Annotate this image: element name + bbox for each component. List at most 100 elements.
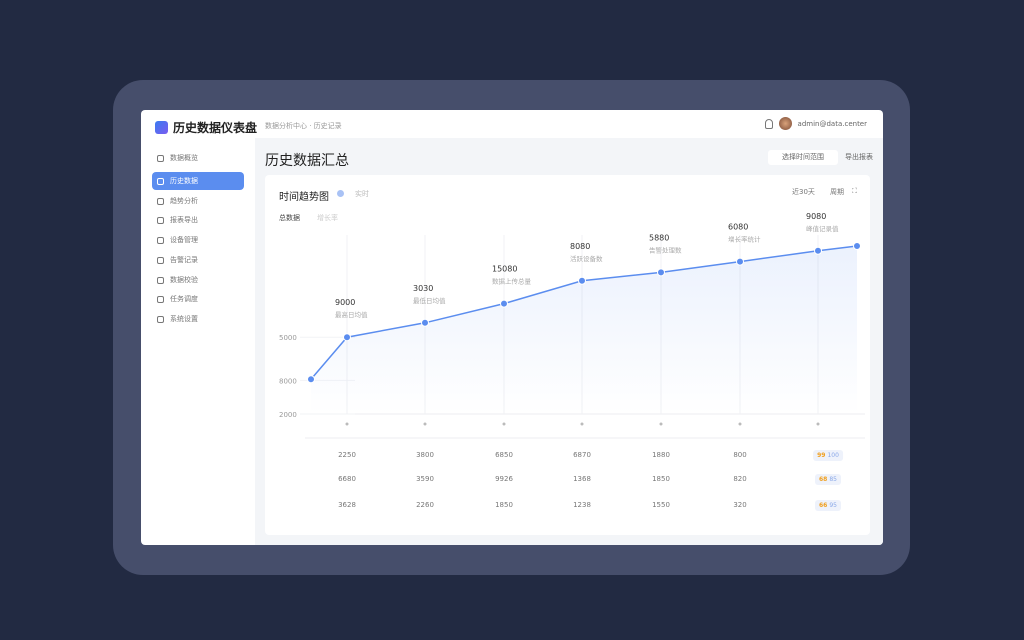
status-dot-icon <box>337 190 344 197</box>
sidebar-item-label: 报表导出 <box>170 216 198 224</box>
table-cell: 1850 <box>495 501 513 509</box>
user-name[interactable]: admin@data.center <box>797 119 867 128</box>
annotation-value: 9000 <box>335 298 355 307</box>
menu-icon <box>157 276 164 284</box>
period-select[interactable]: 近30天 <box>792 188 815 196</box>
badge-secondary: 100 <box>827 452 839 459</box>
data-point[interactable] <box>343 333 351 342</box>
data-point[interactable] <box>500 299 508 308</box>
x-tick-dot <box>580 422 584 426</box>
sidebar-item[interactable]: 数据概览 <box>152 149 244 167</box>
badge-value: 66 <box>819 502 828 509</box>
data-point[interactable] <box>657 268 665 277</box>
cycle-button[interactable]: 周期 <box>830 188 844 196</box>
menu-icon <box>157 236 164 244</box>
sidebar-item[interactable]: 历史数据 <box>152 172 244 190</box>
sidebar-item-label: 设备管理 <box>170 236 198 244</box>
table-cell: 6850 <box>495 451 513 459</box>
table-cell: 1850 <box>652 475 670 483</box>
data-point[interactable] <box>736 257 744 266</box>
main-area: 历史数据汇总 选择时间范围 导出报表 时间趋势图 实时 总数据 增长率 近30天… <box>255 138 883 545</box>
tab-total[interactable]: 总数据 <box>279 214 300 222</box>
status-badge[interactable]: 68 85 <box>815 474 841 485</box>
app-logo: 历史数据仪表盘 <box>155 119 257 136</box>
logo-icon <box>155 121 168 134</box>
annotation-value: 15080 <box>492 265 517 274</box>
date-range-button[interactable]: 选择时间范围 <box>768 150 838 165</box>
avatar[interactable] <box>778 117 792 130</box>
sidebar-item[interactable]: 任务调度 <box>152 290 244 308</box>
table-cell: 3590 <box>416 475 434 483</box>
y-tick-label: 2000 <box>279 411 297 419</box>
badge-value: 99 <box>817 452 826 459</box>
table-cell: 1238 <box>573 501 591 509</box>
y-tick-label: 8000 <box>279 377 297 385</box>
annotation-note: 数据上传总量 <box>492 277 532 286</box>
y-tick-label: 5000 <box>279 334 297 342</box>
annotation-note: 最低日均值 <box>413 296 446 305</box>
x-tick-dot <box>738 422 742 426</box>
menu-icon <box>157 315 164 323</box>
badge-value: 68 <box>819 476 828 483</box>
table-cell: 6870 <box>573 451 591 459</box>
table-cell: 2250 <box>338 451 356 459</box>
table-cell: 2260 <box>416 501 434 509</box>
line-chart: 2000 8000 5000 9000 最高日均值 3030 最低日均值 15080 数据上传总… <box>279 212 865 439</box>
sidebar-item-label: 数据概览 <box>170 154 198 162</box>
sidebar-item[interactable]: 系统设置 <box>152 310 244 328</box>
annotation-value: 9080 <box>806 212 826 221</box>
annotation-note: 告警处理数 <box>649 245 682 254</box>
data-point[interactable] <box>421 318 429 327</box>
sidebar-item-label: 任务调度 <box>170 295 198 303</box>
chart-card: 时间趋势图 实时 总数据 增长率 近30天 周期 ⛶ 2000 8000 5000 9… <box>265 175 870 535</box>
status-badge[interactable]: 66 95 <box>815 500 841 511</box>
fullscreen-icon[interactable]: ⛶ <box>852 187 857 195</box>
sidebar: 数据概览历史数据趋势分析报表导出设备管理告警记录数据校验任务调度系统设置 <box>141 138 255 545</box>
sidebar-item[interactable]: 告警记录 <box>152 251 244 269</box>
sidebar-item[interactable]: 数据校验 <box>152 271 244 289</box>
annotation-value: 8080 <box>570 242 590 251</box>
annotation-value: 3030 <box>413 284 433 293</box>
data-point[interactable] <box>814 246 822 255</box>
table-cell: 9926 <box>495 475 513 483</box>
menu-icon <box>157 154 164 162</box>
status-badge[interactable]: 99 100 <box>813 450 843 461</box>
data-point[interactable] <box>853 242 861 250</box>
table-cell: 1368 <box>573 475 591 483</box>
annotation-value: 5880 <box>649 233 669 242</box>
badge-secondary: 95 <box>829 502 837 509</box>
data-point[interactable] <box>307 375 315 384</box>
live-tag: 实时 <box>355 190 369 198</box>
menu-icon <box>157 295 164 303</box>
bell-icon[interactable] <box>764 118 773 129</box>
chart-title: 时间趋势图 <box>279 192 329 203</box>
sidebar-item-label: 告警记录 <box>170 256 198 264</box>
annotation-note: 增长率统计 <box>728 235 761 244</box>
menu-icon <box>157 177 164 185</box>
sidebar-item-label: 历史数据 <box>170 177 198 185</box>
table-cell: 1880 <box>652 451 670 459</box>
table-cell: 820 <box>733 475 747 483</box>
sidebar-item-label: 趋势分析 <box>170 197 198 205</box>
sidebar-item-label: 系统设置 <box>170 315 198 323</box>
sidebar-item[interactable]: 报表导出 <box>152 211 244 229</box>
x-tick-dot <box>816 422 820 426</box>
annotation-note: 活跃设备数 <box>570 254 603 263</box>
sidebar-item[interactable]: 设备管理 <box>152 231 244 249</box>
annotation-note: 最高日均值 <box>335 310 368 319</box>
menu-icon <box>157 216 164 224</box>
export-button[interactable]: 导出报表 <box>845 153 873 161</box>
app-window: 历史数据仪表盘 数据分析中心 · 历史记录 admin@data.center … <box>141 110 883 545</box>
tab-growth[interactable]: 增长率 <box>317 214 338 222</box>
table-cell: 3628 <box>338 501 356 509</box>
page-title: 历史数据汇总 <box>265 153 349 169</box>
app-title: 历史数据仪表盘 <box>173 121 258 135</box>
sidebar-item[interactable]: 趋势分析 <box>152 192 244 210</box>
area-fill <box>311 246 857 414</box>
x-tick-dot <box>659 422 663 426</box>
data-point[interactable] <box>578 276 586 285</box>
table-cell: 320 <box>733 501 747 509</box>
x-tick-dot <box>502 422 506 426</box>
table-cell: 3800 <box>416 451 434 459</box>
breadcrumb[interactable]: 数据分析中心 · 历史记录 <box>265 122 342 130</box>
